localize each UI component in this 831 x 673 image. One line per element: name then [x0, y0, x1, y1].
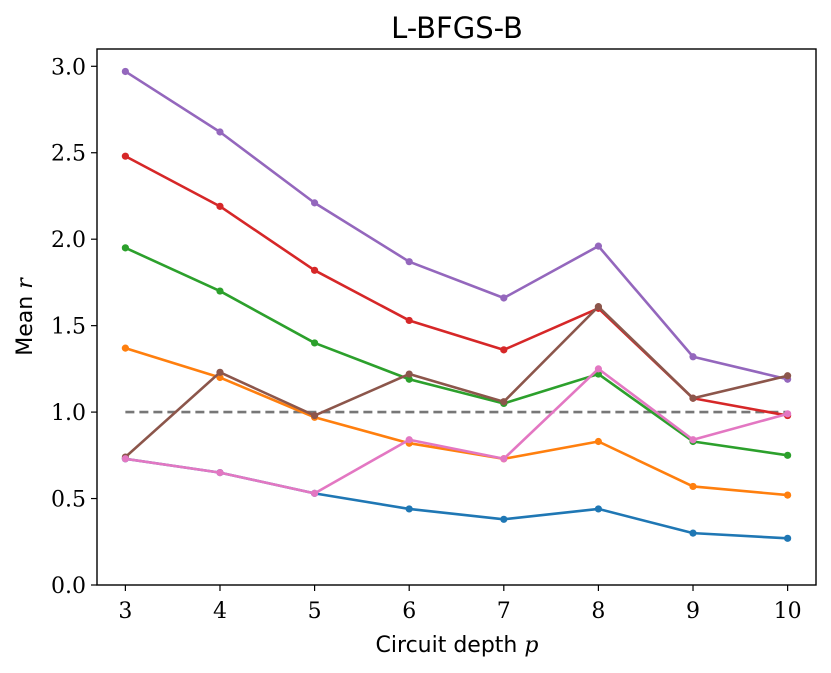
series-layer — [121, 67, 792, 542]
series-green — [121, 244, 792, 459]
x-tick-label: 5 — [308, 599, 322, 624]
series-orange-point — [121, 344, 129, 352]
series-orange-point — [784, 491, 792, 499]
series-orange-line — [124, 346, 789, 497]
series-purple-point — [310, 199, 319, 207]
series-purple — [121, 67, 792, 383]
series-pink-point — [689, 436, 697, 444]
series-red-point — [310, 266, 319, 274]
series-pink-point — [405, 436, 413, 444]
series-blue-line — [124, 457, 789, 540]
series-red-line — [124, 154, 789, 417]
x-axis-label-text: Circuit depth — [376, 633, 518, 658]
series-pink-point — [121, 455, 129, 463]
series-purple-point — [500, 294, 508, 302]
series-brown — [121, 303, 792, 461]
series-purple-point — [405, 258, 413, 266]
series-brown-point — [500, 398, 508, 406]
y-tick-label: 1.5 — [51, 315, 86, 340]
series-green-point — [784, 451, 792, 459]
series-orange — [121, 344, 792, 499]
x-tick-label: 6 — [402, 599, 416, 624]
series-pink-point — [500, 455, 508, 463]
series-blue-point — [594, 505, 603, 513]
x-tick-label: 7 — [497, 599, 511, 624]
series-blue-point — [500, 515, 508, 523]
series-red-point — [121, 152, 129, 160]
series-brown-line — [124, 305, 789, 459]
series-green-point — [405, 375, 413, 383]
x-tick-label: 9 — [686, 599, 700, 624]
series-pink — [121, 365, 792, 497]
x-tick-label: 8 — [591, 599, 605, 624]
series-green-point — [216, 287, 224, 295]
y-tick-label: 2.5 — [51, 142, 86, 167]
series-orange-point — [689, 482, 697, 491]
series-brown-point — [784, 372, 792, 380]
axes: 3 4 5 6 7 8 9 10 0.0 0.5 1.0 1.5 2.0 2.5 3.0 — [51, 48, 817, 624]
x-tick-label: 3 — [118, 599, 132, 624]
y-axis-label: Mean r — [13, 277, 38, 356]
series-pink-point — [594, 365, 603, 373]
series-pink-point — [216, 469, 224, 477]
series-purple-point — [121, 67, 129, 76]
y-tick-label: 0.0 — [51, 574, 86, 599]
series-pink-point — [310, 489, 319, 497]
series-green-point — [121, 244, 129, 252]
x-axis-label-variable: p — [524, 633, 538, 658]
series-blue-point — [784, 534, 792, 542]
series-brown-point — [216, 368, 224, 376]
y-tick-label: 0.5 — [51, 488, 86, 513]
series-red-point — [216, 202, 224, 210]
series-blue — [121, 455, 792, 542]
y-tick-label: 1.0 — [51, 401, 86, 426]
series-red-point — [405, 316, 413, 325]
series-purple-point — [594, 242, 603, 250]
y-axis-label-text: Mean — [13, 296, 38, 356]
x-tick-label: 4 — [213, 599, 227, 624]
series-blue-point — [689, 529, 697, 537]
chart-title: L-BFGS-B — [391, 11, 523, 45]
y-tick-label: 2.0 — [51, 228, 86, 253]
series-brown-point — [689, 394, 697, 402]
series-purple-line — [124, 70, 789, 381]
series-brown-point — [594, 303, 603, 311]
series-red-point — [500, 346, 508, 354]
series-purple-point — [689, 353, 697, 361]
series-brown-point — [310, 411, 319, 420]
series-brown-point — [405, 370, 413, 378]
series-orange-point — [216, 373, 224, 382]
series-green-point — [310, 339, 319, 347]
y-axis-label-variable: r — [13, 277, 38, 289]
plot-frame — [96, 48, 817, 586]
x-tick-label: 10 — [774, 599, 802, 624]
series-purple-point — [216, 128, 224, 136]
series-orange-point — [594, 437, 603, 446]
series-pink-line — [124, 367, 789, 495]
x-axis-label: Circuit depth p — [376, 633, 539, 658]
y-ticks: 0.0 0.5 1.0 1.5 2.0 2.5 3.0 — [51, 55, 97, 599]
series-green-line — [124, 246, 789, 457]
series-pink-point — [784, 410, 792, 418]
x-ticks: 3 4 5 6 7 8 9 10 — [118, 585, 802, 624]
series-blue-point — [405, 505, 413, 513]
y-tick-label: 3.0 — [51, 55, 86, 80]
